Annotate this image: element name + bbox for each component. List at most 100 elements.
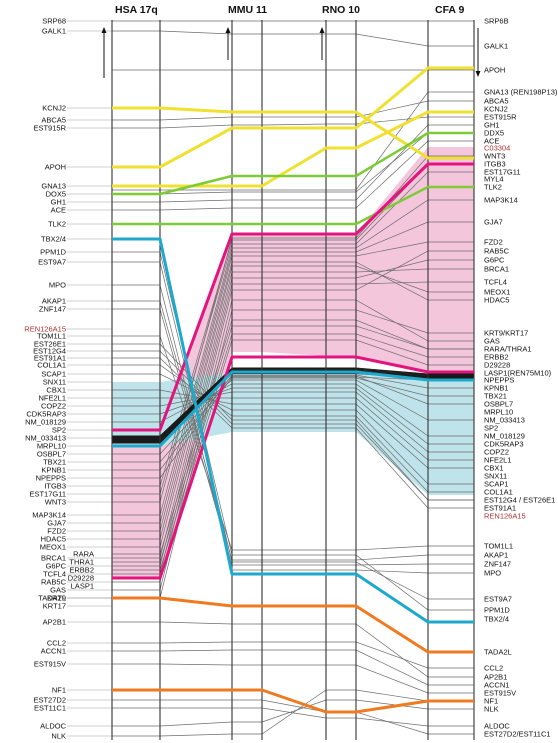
gene-label: HDAC5	[41, 535, 66, 544]
gene-label: EST915R	[484, 113, 517, 122]
connector-line	[112, 663, 474, 694]
gene-label: CCL2	[47, 639, 66, 648]
connector-line	[112, 308, 474, 566]
connector-line	[112, 377, 474, 463]
gene-label: ACE	[484, 137, 499, 146]
gene-label: TBX21	[484, 392, 507, 401]
connector-line	[112, 335, 474, 551]
gene-label: SRP68	[42, 17, 66, 26]
connector-line	[112, 250, 474, 583]
highlight-line	[112, 66, 474, 169]
gene-label: LASP1	[71, 582, 94, 591]
connector-line	[112, 641, 474, 669]
gene-label: DDX5	[484, 129, 504, 138]
gene-label: MYL4	[484, 175, 504, 184]
connector-line	[112, 373, 474, 485]
gene-label: CCL2	[484, 664, 503, 673]
gene-label: TLK2	[48, 220, 66, 229]
gene-label: RARA/THRA1	[484, 345, 532, 354]
header-mmu11: MMU 11	[228, 4, 267, 16]
connector-line	[112, 383, 474, 437]
gene-label: NPEPPS	[484, 376, 514, 385]
orientation-arrows	[101, 27, 481, 78]
gene-label: OSBPL7	[37, 450, 66, 459]
gene-label: KCNJ2	[484, 105, 508, 114]
gene-label: SCAP1	[41, 370, 66, 379]
gene-label: MPO	[49, 281, 66, 290]
gene-label: COPZ2	[484, 448, 509, 457]
gene-label: ERBB2	[484, 353, 509, 362]
gene-label: NM_018129	[484, 432, 525, 441]
gene-label: GAS	[50, 586, 66, 595]
gene-label: AP2B1	[43, 618, 66, 627]
connector-line	[112, 132, 474, 195]
gene-label: KCNJ2	[42, 104, 66, 113]
gene-label: THRA1	[69, 558, 94, 567]
gene-label: KRT17	[43, 602, 66, 611]
gene-label: ACCN1	[484, 681, 509, 690]
gene-label: APOH	[484, 66, 505, 75]
connector-line	[112, 319, 474, 555]
gene-label: EST27D2/EST11C1	[484, 730, 551, 739]
gene-label: NPEPPS	[36, 474, 66, 483]
connector-line	[112, 171, 474, 495]
connector-line	[112, 251, 474, 611]
gene-label: NFE2L1	[484, 456, 512, 465]
connector-line	[112, 350, 474, 501]
gene-label: TADA2L	[38, 594, 66, 603]
gene-label: ALDOC	[40, 722, 66, 731]
connector-line	[112, 367, 474, 437]
gene-label: TADA2L	[484, 648, 512, 657]
highlight-line	[112, 596, 474, 654]
gene-label: BRCA1	[484, 265, 509, 274]
gene-label: GALK1	[484, 42, 508, 51]
header-cfa9: CFA 9	[435, 4, 465, 16]
gene-label: ERBB2	[69, 566, 94, 575]
gene-label: ITGB3	[44, 482, 66, 491]
gene-label: EST915V	[484, 689, 516, 698]
connector-line	[112, 241, 474, 532]
gene-label: EST91A1	[34, 354, 66, 363]
gene-label: EST17G11	[484, 168, 521, 177]
connector-line	[112, 261, 474, 540]
gene-label: TOM1L1	[484, 542, 513, 551]
gene-label: TCFL4	[43, 570, 66, 579]
arrow-head-icon	[475, 71, 481, 77]
gene-label: PPM1D	[40, 248, 66, 257]
gene-label: D29228	[484, 361, 510, 370]
gene-label: CBX1	[46, 386, 66, 395]
connector-line	[112, 391, 474, 453]
region-fills	[112, 147, 474, 578]
gene-label: KPNB1	[484, 384, 509, 393]
connector-line	[112, 325, 474, 563]
connector-line	[112, 199, 474, 516]
gene-label: COPZ2	[41, 402, 66, 411]
highlight-line	[112, 688, 474, 714]
header-hsa17q: HSA 17q	[115, 4, 158, 16]
gene-label: MEOX1	[484, 288, 510, 297]
gene-label: NF1	[52, 686, 66, 695]
connector-line	[112, 140, 474, 211]
gene-label: APOH	[45, 163, 66, 172]
gene-labels: SRP68GALK1KCNJ2ABCA5EST915RAPOHGNA13DOX5…	[24, 17, 558, 741]
connector-line	[112, 368, 474, 438]
gene-label: REN126A15	[24, 325, 66, 334]
gene-label: GAS	[484, 337, 500, 346]
connector-line	[112, 621, 474, 678]
connector-line	[112, 100, 474, 121]
gene-label: RAB5C	[41, 578, 67, 587]
highlighted-segments	[112, 66, 474, 714]
gene-label: EST12G4	[33, 347, 66, 356]
connector-line	[112, 284, 474, 574]
connector-line	[112, 309, 474, 599]
gene-label: MAP3K14	[484, 196, 518, 205]
gene-label: SNX11	[43, 378, 66, 387]
gene-label: HDAC5	[484, 296, 509, 305]
gene-label: WNT3	[484, 152, 505, 161]
gene-label: ALDOC	[484, 722, 510, 731]
highlight-line	[112, 185, 474, 226]
gene-label: GALK1	[42, 27, 66, 36]
gene-label: MPO	[484, 569, 501, 578]
gene-label: SCAP1	[484, 480, 509, 489]
gene-label: ABCA5	[484, 97, 509, 106]
